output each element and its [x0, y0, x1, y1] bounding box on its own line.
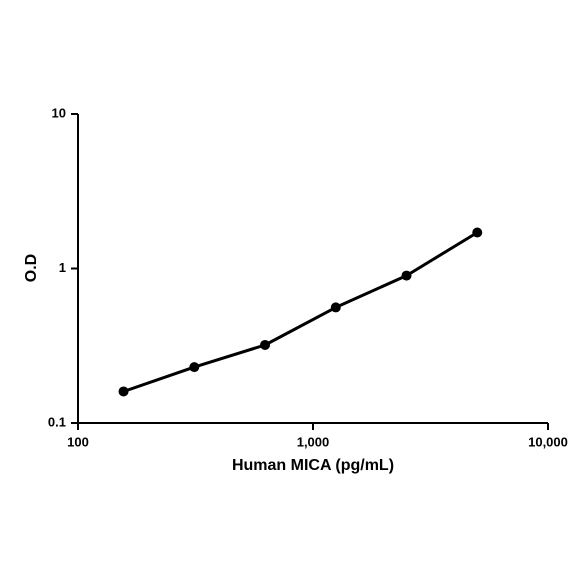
data-point	[401, 270, 412, 281]
series-line	[123, 231, 479, 393]
data-point	[118, 386, 129, 397]
x-tick-label: 10,000	[528, 434, 568, 449]
data-point	[189, 362, 200, 373]
x-tick-label: 1,000	[297, 434, 330, 449]
data-point	[260, 339, 271, 350]
data-point	[330, 302, 341, 313]
x-axis-title: Human MICA (pg/mL)	[232, 457, 394, 474]
y-tick-label: 10	[52, 105, 66, 120]
data-point	[472, 227, 483, 238]
x-tick-label: 100	[67, 434, 89, 449]
y-tick-label: 1	[59, 260, 66, 275]
y-tick-label: 0.1	[48, 414, 66, 429]
y-axis-title: O.D	[23, 254, 40, 282]
